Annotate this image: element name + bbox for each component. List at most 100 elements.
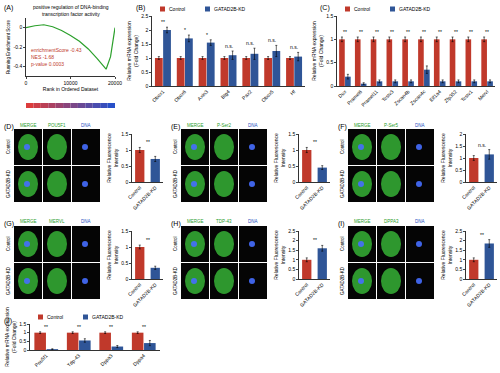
- svg-text:20000: 20000: [108, 80, 122, 86]
- svg-text:Control: Control: [6, 139, 11, 154]
- svg-text:Hf: Hf: [289, 88, 297, 96]
- svg-text:Relative FluorescenceIntensity: Relative FluorescenceIntensity: [106, 133, 119, 183]
- svg-text:Control: Control: [340, 139, 345, 154]
- svg-text:**: **: [406, 29, 410, 35]
- svg-text:(C): (C): [320, 4, 330, 12]
- svg-text:Eif1a4: Eif1a4: [428, 88, 442, 102]
- svg-text:**: **: [142, 324, 146, 330]
- svg-text:1.5: 1.5: [288, 247, 295, 253]
- svg-text:**: **: [313, 139, 317, 145]
- svg-text:Rank in Ordered Dataset: Rank in Ordered Dataset: [43, 86, 99, 92]
- svg-text:1: 1: [125, 244, 128, 250]
- svg-text:GATAD2B-KD: GATAD2B-KD: [340, 169, 345, 198]
- svg-text:**: **: [77, 324, 81, 330]
- svg-text:2.5: 2.5: [455, 228, 462, 234]
- svg-text:0: 0: [25, 80, 28, 86]
- svg-text:Zscan4b: Zscan4b: [393, 88, 411, 106]
- svg-text:1.5: 1.5: [121, 228, 128, 234]
- svg-text:Relative FluorescenceIntensity: Relative FluorescenceIntensity: [273, 230, 286, 280]
- svg-text:n.s.: n.s.: [225, 43, 233, 49]
- svg-text:10000: 10000: [64, 80, 78, 86]
- svg-text:Running Enrichment Score: Running Enrichment Score: [6, 20, 11, 74]
- svg-text:GATAD2B-KD: GATAD2B-KD: [399, 6, 431, 12]
- svg-text:DNA: DNA: [81, 123, 91, 128]
- svg-text:MERVL: MERVL: [49, 219, 65, 224]
- svg-text:1: 1: [145, 55, 148, 61]
- svg-text:Relative FluorescenceIntensity: Relative FluorescenceIntensity: [440, 133, 453, 183]
- svg-text:2.5: 2.5: [288, 228, 295, 234]
- svg-text:Pramel11: Pramel11: [360, 88, 379, 107]
- svg-text:n.s.: n.s.: [246, 40, 254, 46]
- svg-text:1: 1: [459, 155, 462, 161]
- svg-text:0: 0: [125, 179, 128, 185]
- svg-text:0.5: 0.5: [326, 59, 333, 65]
- svg-text:Tcstv1: Tcstv1: [460, 88, 474, 102]
- svg-text:GATAD2B-KD: GATAD2B-KD: [131, 184, 158, 211]
- svg-text:DNA: DNA: [248, 219, 258, 224]
- svg-text:Btg4: Btg4: [219, 88, 231, 100]
- svg-text:POU5F1: POU5F1: [48, 123, 66, 128]
- svg-text:Zscan4c: Zscan4c: [409, 88, 427, 106]
- svg-text:**: **: [343, 29, 347, 35]
- svg-text:**: **: [438, 29, 442, 35]
- svg-text:MERGE: MERGE: [187, 219, 204, 224]
- svg-text:2: 2: [145, 27, 148, 33]
- svg-text:MERGE: MERGE: [187, 123, 204, 128]
- svg-text:n.s.: n.s.: [478, 142, 486, 148]
- svg-text:0: 0: [292, 276, 295, 282]
- svg-text:Control: Control: [173, 236, 178, 251]
- svg-text:0: 0: [125, 276, 128, 282]
- svg-text:**: **: [109, 324, 113, 330]
- svg-text:1: 1: [292, 147, 295, 153]
- svg-text:Control: Control: [354, 6, 370, 12]
- svg-text:enrichmentScore -0.43: enrichmentScore -0.43: [31, 47, 82, 53]
- svg-text:Control: Control: [47, 314, 63, 320]
- svg-text:2: 2: [292, 237, 295, 243]
- svg-text:(H): (H): [171, 220, 181, 228]
- svg-text:1.5: 1.5: [288, 131, 295, 137]
- svg-text:0.5: 0.5: [19, 338, 26, 344]
- svg-text:Dppa3: Dppa3: [99, 352, 114, 367]
- svg-text:Control: Control: [169, 6, 185, 12]
- svg-text:1: 1: [459, 257, 462, 263]
- svg-text:**: **: [390, 29, 394, 35]
- svg-text:2: 2: [459, 131, 462, 137]
- svg-text:Control: Control: [127, 185, 143, 201]
- svg-text:(B): (B): [136, 4, 145, 12]
- svg-text:MERGE: MERGE: [20, 219, 37, 224]
- svg-text:Obox5: Obox5: [260, 88, 275, 103]
- svg-text:DNA: DNA: [248, 123, 258, 128]
- svg-text:GATAD2B-KD: GATAD2B-KD: [298, 184, 325, 211]
- svg-text:DPPA3: DPPA3: [384, 219, 399, 224]
- svg-text:-0.2: -0.2: [14, 44, 23, 50]
- svg-text:0.5: 0.5: [288, 266, 295, 272]
- svg-text:Relative FluorescenceIntensity: Relative FluorescenceIntensity: [440, 230, 453, 280]
- svg-text:GATAD2B-KD: GATAD2B-KD: [173, 266, 178, 295]
- svg-text:GATAD2B-KD: GATAD2B-KD: [6, 169, 11, 198]
- svg-text:0: 0: [292, 179, 295, 185]
- svg-text:Zfp352: Zfp352: [443, 88, 458, 103]
- svg-text:**: **: [44, 324, 48, 330]
- svg-text:positive regulation of DNA-bin: positive regulation of DNA-bindingtransc…: [33, 4, 109, 17]
- svg-text:1.5: 1.5: [326, 13, 333, 19]
- svg-text:MERGE: MERGE: [354, 219, 371, 224]
- svg-text:0: 0: [23, 347, 26, 353]
- svg-text:Relative FluorescenceIntensity: Relative FluorescenceIntensity: [273, 133, 286, 183]
- svg-text:Pramel6: Pramel6: [346, 88, 364, 106]
- svg-text:**: **: [146, 237, 150, 243]
- svg-text:**: **: [359, 29, 363, 35]
- svg-text:Control: Control: [340, 236, 345, 251]
- svg-text:Obox1: Obox1: [151, 88, 166, 103]
- svg-text:GATAD2B-KD: GATAD2B-KD: [173, 169, 178, 198]
- svg-text:GATAD2B-KD: GATAD2B-KD: [92, 314, 124, 320]
- svg-text:0.5: 0.5: [455, 266, 462, 272]
- svg-text:0.5: 0.5: [288, 163, 295, 169]
- svg-text:0: 0: [459, 179, 462, 185]
- svg-text:1: 1: [125, 147, 128, 153]
- svg-text:Obox6: Obox6: [173, 88, 188, 103]
- svg-text:P-Ser2: P-Ser2: [217, 123, 232, 128]
- svg-text:Control: Control: [127, 282, 143, 298]
- svg-text:GATAD2B-KD: GATAD2B-KD: [465, 184, 492, 211]
- svg-text:0.5: 0.5: [141, 69, 148, 75]
- svg-text:1: 1: [292, 257, 295, 263]
